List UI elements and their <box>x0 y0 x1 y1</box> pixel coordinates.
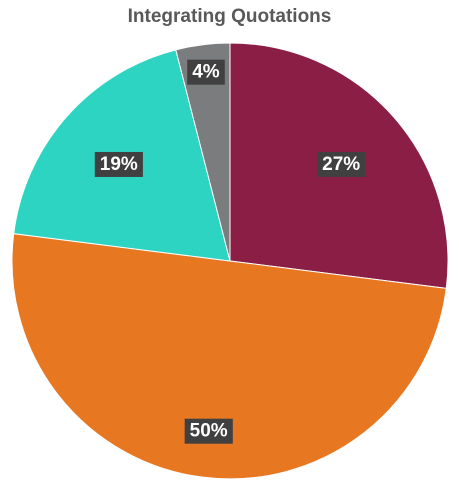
data-label-box <box>187 59 225 85</box>
data-label-1: 27% <box>317 151 366 177</box>
chart-title: Integrating Quotations <box>127 6 332 27</box>
data-label-text: 50% <box>190 421 228 442</box>
pie-slices <box>11 42 449 480</box>
data-label-text: 27% <box>322 154 360 175</box>
data-label-box <box>94 151 143 177</box>
data-label-text: 4% <box>192 62 220 83</box>
pie-slice-4 <box>175 42 231 262</box>
data-label-2: 50% <box>184 418 233 444</box>
data-label-box <box>184 418 233 444</box>
pie-data-labels: 27% 50% 19% 4% <box>94 59 366 444</box>
data-label-3: 19% <box>94 151 143 177</box>
data-label-text: 19% <box>100 154 138 175</box>
data-label-box <box>317 151 366 177</box>
data-label-4: 4% <box>187 59 225 85</box>
pie-slice-2 <box>11 233 447 480</box>
